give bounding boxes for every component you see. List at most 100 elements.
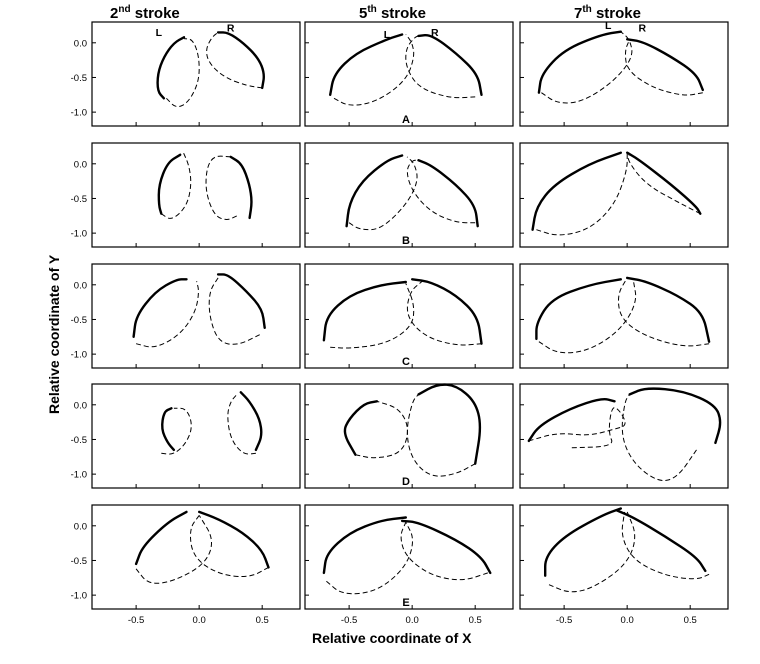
y-tick-label: -1.0 [71,350,87,361]
dashed-stroke-curve [400,522,488,581]
curve-tag-label: L [156,27,163,39]
dashed-stroke-curve [330,283,415,349]
panel-frame [91,21,301,127]
dashed-stroke-curve [405,35,476,99]
x-tick-label: 0.0 [193,615,206,626]
y-tick-label: -1.0 [71,591,87,602]
panel-r3-c3 [519,263,729,369]
panel-r1-c3 [519,21,729,127]
solid-stroke-curve [531,151,622,231]
panel-r2-c3 [519,142,729,248]
column-title-2: 5th stroke [359,4,426,22]
panel-frame [304,383,514,489]
panel-r2-c1: 0.0 -0.5 -1.0 [71,142,301,248]
curve-tag-label: R [227,23,235,35]
solid-stroke-curve [329,33,404,96]
y-tick-label: -0.5 [71,556,87,567]
row-label: D [402,476,410,488]
y-tick-label: 0.0 [74,38,87,49]
column-title-1: 2nd stroke [110,4,180,22]
panel-r1-c2 [304,21,514,127]
y-tick-label: -0.5 [71,435,87,446]
dashed-stroke-curve [548,511,636,593]
solid-stroke-curve [417,383,482,465]
solid-stroke-curve [626,276,711,343]
panel-r3-c2 [304,263,514,369]
panel-frame [304,142,514,248]
solid-stroke-curve [527,397,616,443]
solid-stroke-curve [134,510,188,566]
y-tick-label: 0.0 [74,400,87,411]
solid-stroke-curve [345,154,404,228]
panel-frame [91,263,301,369]
dashed-stroke-curve [326,522,413,595]
panel-r4-c1: 0.0 -0.5 -1.0 [71,383,301,489]
solid-stroke-curve [417,159,479,228]
row-label: E [402,597,409,609]
y-tick-label: -1.0 [71,470,87,481]
dashed-stroke-curve [161,407,192,455]
solid-stroke-curve [628,387,722,445]
x-tick-label: 0.5 [684,615,697,626]
y-tick-label: 0.0 [74,159,87,170]
solid-stroke-curve [161,407,176,452]
dashed-stroke-curve [627,153,701,215]
solid-stroke-curve [198,510,270,569]
curve-tag-label: R [638,23,646,35]
column-title-3: 7th stroke [574,4,641,22]
solid-stroke-curve [322,280,407,342]
panel-r1-c1: 0.0 -0.5 -1.0 [71,21,301,127]
solid-stroke-curve [239,391,263,452]
dashed-stroke-curve [227,394,256,455]
panel-frame [304,263,514,369]
solid-stroke-curve [535,278,622,341]
dashed-stroke-curve [135,281,199,348]
dashed-stroke-curve [166,38,200,108]
y-tick-label: 0.0 [74,521,87,532]
dashed-stroke-curve [528,407,626,449]
solid-stroke-curve [132,278,188,338]
panel-frame [519,263,729,369]
x-tick-label: 0.0 [621,615,634,626]
solid-stroke-curve [537,30,622,94]
x-tick-label: 0.5 [256,615,269,626]
dashed-stroke-curve [406,280,482,346]
panel-frame [519,21,729,127]
x-tick-label: 0.5 [469,615,482,626]
solid-stroke-curve [544,507,622,577]
dashed-stroke-curve [161,151,192,219]
dashed-stroke-curve [348,156,418,231]
panel-frame [519,504,729,610]
dashed-stroke-curve [208,277,260,345]
dashed-stroke-curve [541,31,633,104]
x-tick-label: 0.0 [406,615,419,626]
x-tick-label: -0.5 [128,615,144,626]
dashed-stroke-curve [406,159,476,224]
curve-tag-label: R [431,27,439,39]
solid-stroke-curve [411,278,483,345]
panel-r2-c2 [304,142,514,248]
y-tick-label: -1.0 [71,108,87,119]
solid-stroke-curve [216,273,266,329]
y-tick-label: -0.5 [71,73,87,84]
panel-r4-c3 [519,383,729,489]
dashed-stroke-curve [406,394,476,477]
row-label: C [402,356,410,368]
dashed-stroke-curve [205,155,238,220]
y-tick-label: -0.5 [71,315,87,326]
solid-stroke-curve [157,153,182,215]
y-tick-label: 0.0 [74,280,87,291]
dashed-stroke-curve [355,400,408,459]
panel-frame [91,504,301,610]
solid-stroke-curve [615,509,707,573]
panel-r5-c2: -0.5 0.0 0.5 [304,504,514,626]
curve-tag-label: L [384,29,391,41]
row-label: A [402,114,410,126]
dashed-stroke-curve [189,515,269,578]
solid-stroke-curve [626,38,704,92]
panel-frame [91,383,301,489]
panel-r5-c3: -0.5 0.0 0.5 [519,504,729,626]
dashed-stroke-curve [538,281,637,354]
panel-frame [304,504,514,610]
